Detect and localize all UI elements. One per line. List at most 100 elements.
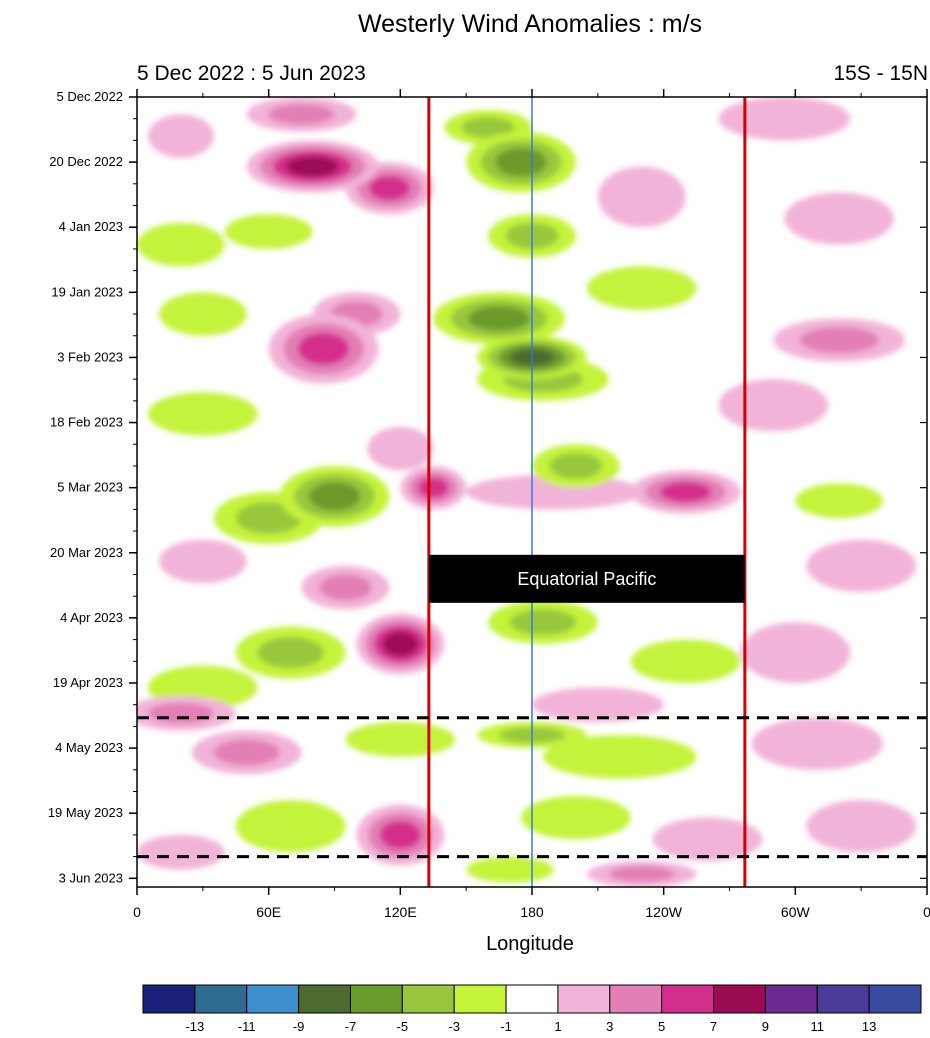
anomaly-feature — [586, 860, 697, 887]
colorbar-swatch — [401, 984, 455, 1014]
colorbar-swatch — [764, 984, 818, 1014]
anomaly-contour — [379, 820, 421, 850]
anomaly-feature — [466, 131, 576, 193]
colorbar-swatch — [557, 984, 611, 1014]
colorbar-label: -9 — [293, 1019, 305, 1034]
x-tick-label: 60E — [256, 904, 281, 920]
anomaly-feature — [213, 492, 324, 545]
colorbar-swatch — [142, 984, 196, 1014]
anomaly-contour — [382, 631, 418, 657]
anomaly-feature — [137, 696, 236, 731]
anomaly-contour — [806, 800, 917, 853]
anomaly-contour — [308, 482, 361, 511]
colorbar-swatch — [868, 984, 922, 1014]
anomaly-contour — [257, 636, 324, 669]
anomaly-feature — [400, 465, 467, 510]
y-tick-label: 20 Dec 2022 — [49, 154, 123, 169]
anomaly-feature — [137, 222, 225, 267]
anomaly-contour — [542, 735, 697, 779]
colorbar-label: -11 — [238, 1019, 256, 1034]
anomaly-feature — [542, 735, 697, 779]
x-axis: 0 60E 120E 180 120W 60W 0 — [133, 89, 930, 920]
annotation-layer — [137, 97, 927, 887]
anomaly-feature — [246, 97, 357, 132]
anomaly-contour — [795, 483, 884, 519]
colorbar-swatch — [609, 984, 663, 1014]
anomaly-feature — [356, 804, 445, 866]
x-tick-label: 60W — [781, 904, 811, 920]
anomaly-contour — [806, 539, 917, 592]
colorbar-label: -3 — [448, 1019, 460, 1034]
anomaly-feature — [137, 834, 225, 870]
anomaly-contour — [137, 222, 225, 267]
colorbar-swatch — [713, 984, 766, 1014]
x-tick-label: 0 — [133, 904, 141, 920]
anomaly-contour — [319, 574, 372, 601]
anomaly-feature — [246, 140, 379, 193]
anomaly-feature — [532, 687, 664, 723]
y-tick-label: 19 Jan 2023 — [51, 284, 123, 299]
x-tick-label: 0 — [923, 904, 930, 920]
anomaly-contour — [740, 622, 851, 683]
x-tick-label: 180 — [520, 904, 544, 920]
colorbar-label: 9 — [762, 1019, 769, 1034]
anomaly-feature — [806, 800, 917, 853]
region-label: Equatorial Pacific — [517, 569, 656, 589]
anomaly-feature — [235, 800, 346, 853]
anomaly-contour — [784, 192, 895, 245]
anomaly-contour — [461, 116, 515, 138]
y-tick-label: 20 Mar 2023 — [50, 545, 123, 560]
colorbar-label: -5 — [397, 1019, 409, 1034]
anomaly-feature — [356, 613, 445, 675]
y-tick-label: 19 May 2023 — [48, 805, 123, 820]
colorbar-label: 7 — [710, 1019, 717, 1034]
chart-subtitle-left: 5 Dec 2022 : 5 Jun 2023 — [137, 62, 366, 85]
anomaly-contour — [468, 306, 530, 331]
anomaly-feature — [521, 795, 631, 840]
anomaly-contour — [799, 327, 879, 354]
colorbar-label: -13 — [185, 1019, 204, 1034]
anomaly-contour — [510, 609, 576, 636]
colorbar-swatch — [661, 984, 715, 1014]
colorbar-label: -7 — [345, 1019, 357, 1034]
anomaly-feature — [784, 192, 895, 245]
anomaly-contour — [417, 477, 449, 498]
anomaly-contour — [147, 114, 214, 158]
anomaly-feature — [367, 426, 434, 471]
anomaly-contour — [368, 176, 410, 201]
anomaly-contour — [630, 639, 741, 683]
anomaly-contour — [718, 379, 829, 432]
anomaly-feature — [740, 622, 851, 683]
y-axis: 5 Dec 2022 20 Dec 2022 4 Jan 2023 19 Jan 20… — [48, 89, 927, 885]
anomaly-contour — [586, 266, 697, 310]
y-tick-label: 19 Apr 2023 — [53, 675, 123, 690]
anomaly-contour — [652, 817, 763, 861]
colorbar-swatch — [505, 984, 559, 1014]
colorbar-label: -1 — [500, 1019, 512, 1034]
anomaly-contour — [224, 214, 313, 249]
y-tick-label: 5 Mar 2023 — [57, 480, 123, 495]
anomaly-contour — [235, 502, 302, 534]
colorbar: -13 -11 -9 -7 -5 -3 -1 1 3 5 7 9 11 13 — [142, 984, 922, 1034]
anomaly-feature — [191, 730, 302, 775]
x-axis-label: Longitude — [486, 933, 574, 955]
anomaly-contour — [137, 834, 225, 870]
x-tick-label: 120E — [384, 904, 417, 920]
anomaly-feature — [718, 379, 829, 432]
colorbar-swatch — [349, 984, 403, 1014]
anomaly-contour — [367, 426, 434, 471]
anomaly-contour — [147, 392, 258, 436]
anomaly-contour — [597, 166, 686, 228]
anomaly-contour — [521, 795, 631, 840]
anomaly-contour — [345, 722, 456, 757]
anomaly-contour — [660, 481, 712, 503]
anomaly-feature — [235, 626, 346, 679]
y-tick-label: 4 Apr 2023 — [60, 610, 123, 625]
y-tick-label: 3 Jun 2023 — [59, 870, 123, 885]
anomaly-contour — [158, 292, 247, 336]
anomaly-contour — [213, 739, 280, 766]
anomaly-contour — [608, 866, 675, 882]
anomaly-feature — [147, 392, 258, 436]
anomaly-feature — [652, 817, 763, 861]
